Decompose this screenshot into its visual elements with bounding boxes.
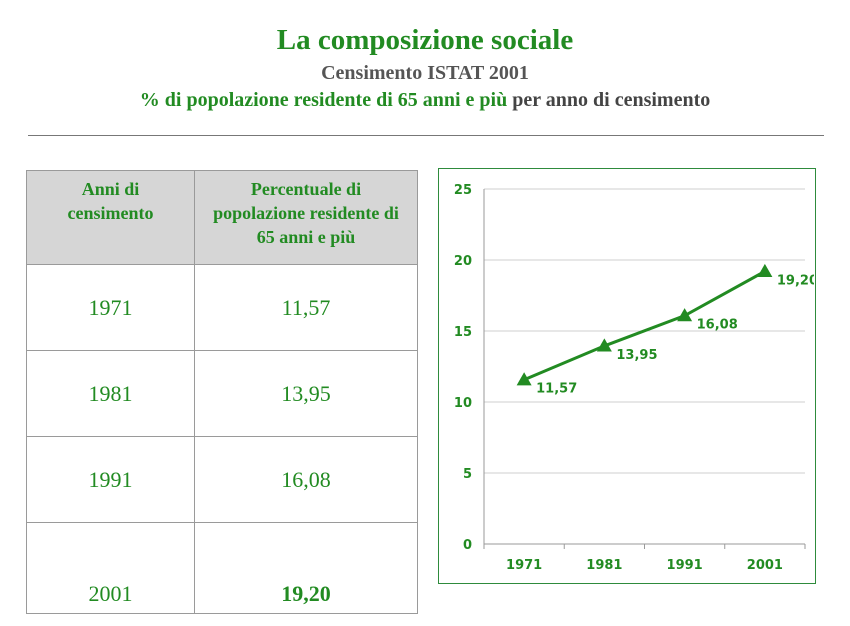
page-subtitle: Censimento ISTAT 2001 <box>321 62 529 84</box>
data-point-marker <box>677 308 693 322</box>
table-cell-value: 19,20 <box>194 522 418 614</box>
data-label: 19,20 <box>777 273 814 288</box>
subtitle-2-highlight: % di popolazione residente di 65 anni e … <box>139 89 508 111</box>
table-cell-value: 11,57 <box>194 264 418 351</box>
subtitle-2-rest: per anno di censimento <box>512 89 711 111</box>
y-tick-label: 25 <box>454 183 472 198</box>
data-label: 16,08 <box>697 318 738 333</box>
y-tick-label: 5 <box>463 467 472 482</box>
table-row: 2001 19,20 <box>26 522 418 614</box>
x-tick-label: 1991 <box>667 558 703 573</box>
table-cell-year: 2001 <box>26 522 195 614</box>
table-header-year: Anni di censimento <box>26 170 195 265</box>
data-point-marker <box>757 263 773 277</box>
table-cell-value: 16,08 <box>194 436 418 523</box>
chart-panel: 0 5 10 15 20 25 1971 1981 1991 2001 11,57 13,95 16,0… <box>438 168 818 584</box>
data-label: 11,57 <box>536 382 577 397</box>
table-row: 1971 11,57 <box>26 264 418 351</box>
table-cell-year: 1971 <box>26 264 195 351</box>
page-title: La composizione sociale <box>276 24 574 56</box>
table-row: 1981 13,95 <box>26 350 418 437</box>
x-tick-label: 2001 <box>747 558 783 573</box>
page-subtitle-2: % di popolazione residente di 65 anni e … <box>0 89 850 112</box>
table-cell-year: 1981 <box>26 350 195 437</box>
data-table: Anni di censimento Percentuale di popola… <box>26 170 418 614</box>
table-cell-value: 13,95 <box>194 350 418 437</box>
line-chart: 0 5 10 15 20 25 1971 1981 1991 2001 11,57 13,95 16,0… <box>454 183 818 573</box>
series-line <box>523 270 766 382</box>
header-divider <box>28 135 824 136</box>
data-point-marker <box>516 372 532 386</box>
table-cell-year: 1991 <box>26 436 195 523</box>
x-tick-label: 1971 <box>506 558 542 573</box>
data-point-marker <box>596 338 612 352</box>
y-tick-label: 0 <box>463 538 472 553</box>
table-header-percentage: Percentuale di popolazione residente di … <box>194 170 418 265</box>
table-row: 1991 16,08 <box>26 436 418 523</box>
y-tick-label: 10 <box>454 396 472 411</box>
y-tick-label: 15 <box>454 325 472 340</box>
x-tick-label: 1981 <box>586 558 622 573</box>
y-tick-label: 20 <box>454 254 472 269</box>
table-header-row: Anni di censimento Percentuale di popola… <box>26 170 418 265</box>
data-label: 13,95 <box>616 348 657 363</box>
